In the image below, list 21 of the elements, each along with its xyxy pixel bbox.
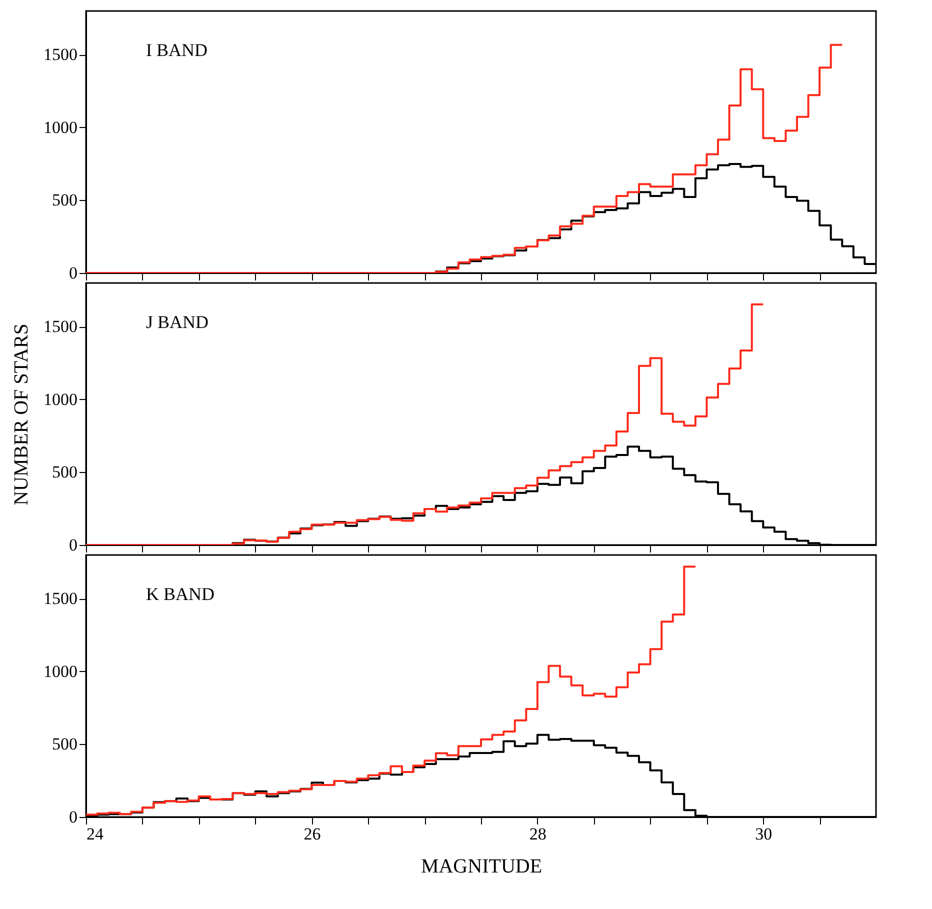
x-tick-label: 30: [755, 824, 772, 844]
y-tick-label: 1500: [44, 317, 78, 336]
x-tick-label: 28: [529, 824, 546, 844]
y-tick-label: 1000: [44, 390, 78, 409]
y-tick-label: 500: [52, 734, 78, 754]
y-axis-title: NUMBER OF STARS: [10, 324, 32, 506]
y-tick-label: 1500: [44, 589, 78, 608]
annotation: J BAND: [146, 312, 209, 332]
x-tick-label: 26: [304, 824, 321, 844]
y-tick-label: 0: [69, 264, 78, 282]
y-tick-label: 0: [69, 808, 78, 826]
y-tick-label: 1000: [44, 662, 78, 681]
x-axis-title: MAGNITUDE: [420, 856, 542, 878]
y-tick-label: 0: [69, 536, 78, 554]
y-tick-label: 1500: [44, 45, 78, 64]
y-tick-label: 500: [52, 462, 78, 482]
annotation: I BAND: [146, 40, 208, 60]
y-tick-label: 1000: [44, 118, 78, 137]
x-tick-label: 24: [86, 824, 104, 844]
annotation: K BAND: [146, 584, 215, 604]
y-tick-label: 500: [52, 190, 78, 210]
